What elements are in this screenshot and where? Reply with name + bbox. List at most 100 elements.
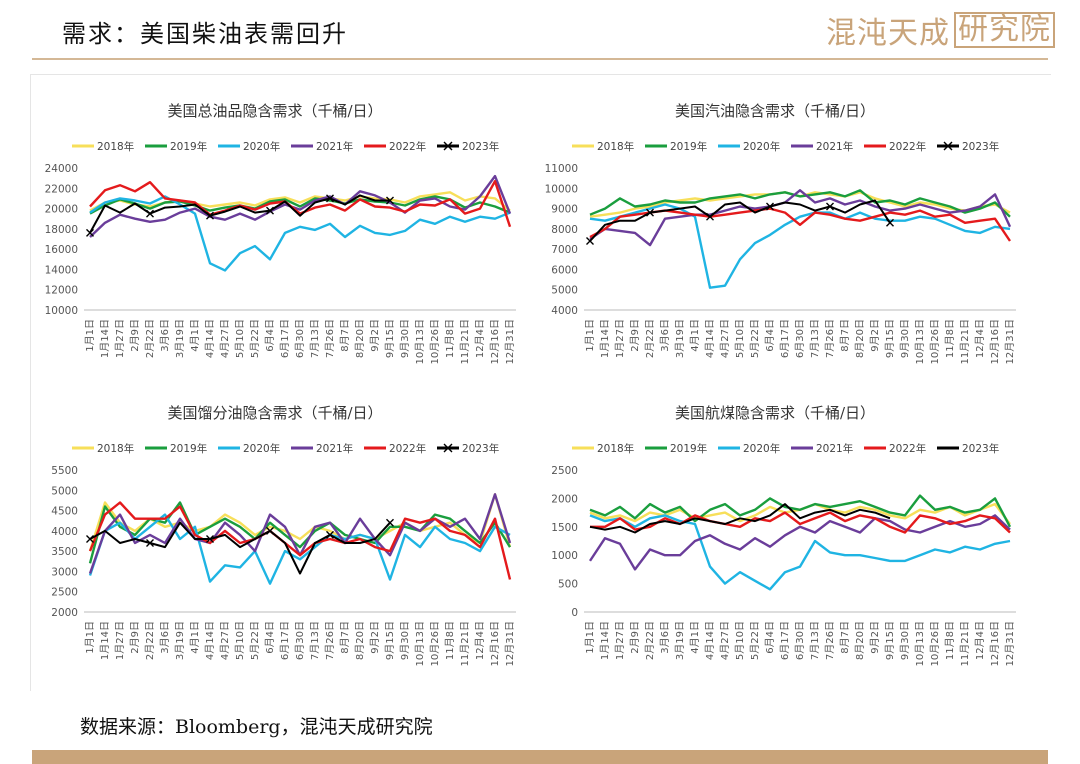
- series-line-2021年: [89, 174, 512, 238]
- x-tick-label: 6月30日: [294, 621, 306, 660]
- legend-label: 2022年: [889, 442, 926, 455]
- series-line-2020年: [589, 514, 1011, 591]
- x-tick-label: 2月22日: [144, 319, 156, 358]
- y-tick-label: 2500: [51, 587, 78, 599]
- series-marker: [326, 530, 334, 539]
- x-tick-label: 9月30日: [399, 319, 411, 358]
- y-tick-label: 7000: [551, 244, 578, 256]
- x-tick-label: 10月13日: [414, 621, 426, 666]
- legend-label: 2019年: [170, 442, 207, 455]
- x-tick-label: 1月14日: [599, 621, 611, 660]
- x-tick-label: 12月4日: [974, 319, 986, 358]
- x-tick-label: 1月27日: [614, 621, 626, 660]
- x-tick-label: 12月31日: [1004, 319, 1016, 364]
- x-tick-label: 11月21日: [459, 621, 471, 666]
- legend-label: 2022年: [389, 140, 426, 153]
- x-tick-label: 5月10日: [734, 621, 746, 660]
- series-line-2021年: [588, 514, 1011, 571]
- x-tick-label: 6月4日: [764, 319, 776, 352]
- y-tick-label: 3500: [51, 546, 78, 558]
- x-tick-label: 7月13日: [809, 621, 821, 660]
- x-tick-label: 9月15日: [884, 621, 896, 660]
- y-tick-label: 9000: [551, 204, 578, 216]
- legend-label: 2020年: [743, 140, 780, 153]
- legend-label: 2019年: [670, 442, 707, 455]
- x-tick-label: 1月27日: [114, 621, 126, 660]
- x-tick-label: 5月22日: [749, 621, 761, 660]
- x-tick-label: 12月16日: [989, 621, 1001, 666]
- y-tick-label: 4500: [51, 506, 78, 518]
- series-line-2019年: [88, 501, 512, 564]
- x-tick-label: 1月1日: [84, 319, 96, 352]
- legend-label: 2023年: [462, 140, 499, 153]
- chart-title: 美国总油品隐含需求（千桶/日）: [167, 102, 382, 120]
- x-tick-label: 6月17日: [279, 621, 291, 660]
- legend-label: 2018年: [597, 140, 634, 153]
- x-tick-label: 4月27日: [719, 621, 731, 660]
- x-tick-label: 10月26日: [429, 319, 441, 364]
- x-tick-label: 11月21日: [959, 621, 971, 666]
- x-tick-label: 6月30日: [294, 319, 306, 358]
- x-tick-label: 4月27日: [219, 621, 231, 660]
- logo-boxed-text: 研究院: [954, 12, 1055, 48]
- charts-panel: [30, 74, 1051, 691]
- legend-label: 2021年: [316, 442, 353, 455]
- y-tick-label: 4000: [551, 305, 578, 317]
- legend-label: 2023年: [962, 140, 999, 153]
- x-tick-label: 11月8日: [444, 621, 456, 660]
- series-line-2022年: [88, 501, 512, 580]
- y-tick-label: 4000: [51, 526, 78, 538]
- x-tick-label: 1月1日: [84, 621, 96, 654]
- x-tick-label: 1月14日: [99, 319, 111, 358]
- y-tick-label: 22000: [45, 183, 78, 195]
- chart-title: 美国馏分油隐含需求（千桶/日）: [167, 404, 382, 422]
- x-tick-label: 8月20日: [354, 319, 366, 358]
- x-tick-label: 1月27日: [114, 319, 126, 358]
- x-tick-label: 11月21日: [459, 319, 471, 364]
- x-tick-label: 3月6日: [659, 621, 671, 654]
- y-tick-label: 10000: [45, 305, 78, 317]
- x-tick-label: 1月27日: [614, 319, 626, 358]
- series-line-2019年: [589, 189, 1011, 218]
- y-tick-label: 8000: [551, 224, 578, 236]
- x-tick-label: 8月20日: [854, 621, 866, 660]
- x-tick-label: 2月9日: [629, 319, 641, 352]
- x-tick-label: 6月30日: [794, 319, 806, 358]
- y-tick-label: 16000: [45, 244, 78, 256]
- x-tick-label: 9月2日: [869, 319, 881, 352]
- legend-label: 2018年: [597, 442, 634, 455]
- x-tick-label: 5月22日: [249, 621, 261, 660]
- legend-marker: [443, 141, 453, 151]
- x-tick-label: 5月10日: [234, 621, 246, 660]
- x-tick-label: 10月13日: [414, 319, 426, 364]
- x-tick-label: 3月6日: [159, 621, 171, 654]
- x-tick-label: 12月31日: [504, 621, 516, 666]
- y-tick-label: 1000: [551, 550, 578, 562]
- x-tick-label: 2月22日: [144, 621, 156, 660]
- x-tick-label: 7月13日: [309, 319, 321, 358]
- x-tick-label: 6月17日: [279, 319, 291, 358]
- x-tick-label: 1月14日: [599, 319, 611, 358]
- series-marker: [266, 206, 274, 215]
- series-line-2022年: [89, 180, 512, 228]
- x-tick-label: 4月1日: [189, 621, 201, 654]
- legend-marker: [943, 141, 953, 151]
- x-tick-label: 11月8日: [444, 319, 456, 358]
- chart-total-oil-demand: 美国总油品隐含需求（千桶/日） 2018年 2019年 2020年 2021年 2022年…: [45, 102, 516, 364]
- legend-label: 2020年: [243, 442, 280, 455]
- x-tick-label: 7月26日: [824, 621, 836, 660]
- x-tick-label: 4月1日: [689, 319, 701, 352]
- x-tick-label: 9月30日: [899, 621, 911, 660]
- x-tick-label: 3月19日: [174, 319, 186, 358]
- x-tick-label: 12月4日: [474, 319, 486, 358]
- x-tick-label: 4月14日: [704, 621, 716, 660]
- bottom-bar: [32, 750, 1048, 764]
- series-marker: [706, 212, 714, 221]
- x-tick-label: 6月4日: [264, 621, 276, 654]
- x-tick-label: 10月13日: [914, 621, 926, 666]
- series-marker: [386, 518, 394, 527]
- x-tick-label: 8月7日: [839, 319, 851, 352]
- x-tick-label: 8月7日: [839, 621, 851, 654]
- y-tick-label: 2000: [51, 607, 78, 619]
- x-tick-label: 11月8日: [944, 621, 956, 660]
